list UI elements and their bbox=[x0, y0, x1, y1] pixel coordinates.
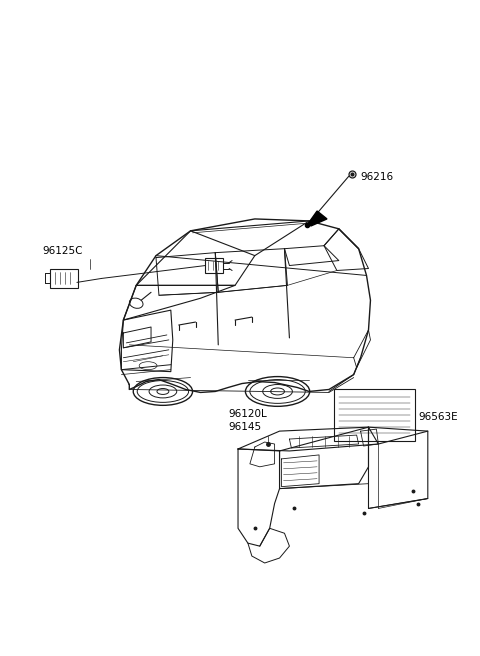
Text: 96216: 96216 bbox=[360, 173, 394, 182]
Text: 96563E: 96563E bbox=[418, 412, 457, 422]
FancyBboxPatch shape bbox=[334, 390, 415, 441]
FancyBboxPatch shape bbox=[205, 258, 223, 274]
Text: 96125C: 96125C bbox=[42, 245, 83, 256]
Text: 96145: 96145 bbox=[228, 422, 261, 432]
Polygon shape bbox=[307, 211, 327, 226]
Text: 96120L: 96120L bbox=[228, 409, 267, 419]
FancyBboxPatch shape bbox=[50, 268, 78, 289]
